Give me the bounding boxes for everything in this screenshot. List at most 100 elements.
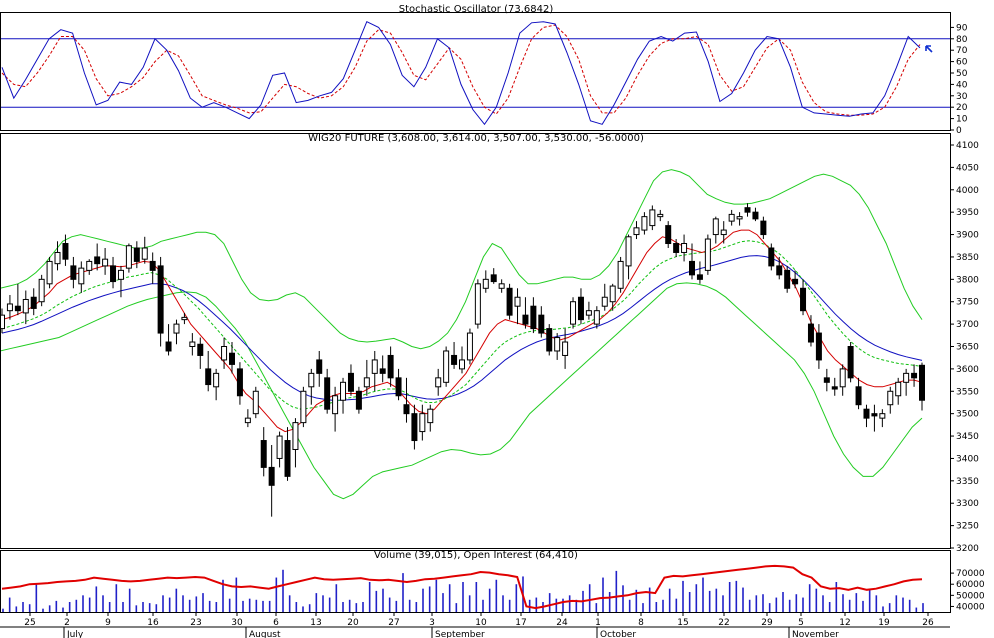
candle xyxy=(689,243,695,280)
pane-frame-1 xyxy=(0,133,951,549)
price-ytick-label: 3900 xyxy=(956,231,979,241)
candle xyxy=(633,221,640,240)
candle-body xyxy=(665,225,672,245)
candle-body xyxy=(522,314,529,325)
candle-body xyxy=(776,265,783,276)
candle xyxy=(919,362,925,411)
candle xyxy=(601,283,608,311)
candle-body xyxy=(823,377,830,383)
candle xyxy=(355,386,362,414)
candle xyxy=(117,265,124,298)
candle xyxy=(173,319,180,345)
candle-body xyxy=(395,377,402,397)
candle-body xyxy=(673,243,680,253)
candle-body xyxy=(601,296,608,307)
candle-body xyxy=(839,368,846,388)
candle xyxy=(252,386,259,419)
candle xyxy=(205,350,212,392)
candle-body xyxy=(197,343,204,356)
stoch-ytick-label: 0 xyxy=(956,126,962,136)
candle xyxy=(371,350,378,392)
candle xyxy=(871,404,878,432)
candle xyxy=(855,377,862,410)
candle-body xyxy=(506,287,513,316)
stochastic-title: Stochastic Oscillator (73.6842) xyxy=(399,4,554,15)
stoch-d-line xyxy=(1,24,921,116)
price-ytick-label: 3350 xyxy=(956,477,979,487)
stoch-ytick-label: 90 xyxy=(956,23,968,33)
candle xyxy=(451,342,458,369)
date-tick-label: 10 xyxy=(475,618,487,628)
candle xyxy=(347,364,354,396)
candle-body xyxy=(443,350,450,383)
candle-body xyxy=(871,413,878,417)
stoch-k-line xyxy=(1,21,921,126)
candle-body xyxy=(633,227,640,236)
candle xyxy=(14,283,21,316)
candle-body xyxy=(332,395,339,415)
candle-body xyxy=(784,269,791,289)
candle xyxy=(657,209,664,222)
candle-body xyxy=(54,251,61,265)
candle xyxy=(514,288,521,325)
candle xyxy=(213,368,220,401)
candle-body xyxy=(213,372,220,388)
candle-body xyxy=(625,236,632,267)
candle-body xyxy=(355,390,362,410)
date-tick-label: 25 xyxy=(24,618,35,628)
candle-body xyxy=(459,359,465,370)
candle xyxy=(482,270,489,293)
candle-body xyxy=(752,211,759,220)
pane-frame-2 xyxy=(0,550,951,613)
volume-ytick-label: 60000 xyxy=(956,580,985,590)
candle-body xyxy=(22,298,29,314)
candle xyxy=(387,346,394,387)
price-ytick-label: 3300 xyxy=(956,499,979,509)
date-tick-label: 1 xyxy=(595,618,601,628)
candle-body xyxy=(427,408,434,424)
bollinger-upper-line xyxy=(0,169,923,350)
candle xyxy=(593,306,600,329)
candle-body xyxy=(340,381,347,401)
candle-body xyxy=(562,341,569,356)
candle xyxy=(229,342,235,374)
candle-body xyxy=(102,258,109,267)
candle-body xyxy=(720,229,727,236)
candle-body xyxy=(815,332,822,361)
price-title: WIG20 FUTURE (3,608.00, 3,614.00, 3,507.… xyxy=(308,133,644,144)
candle xyxy=(784,265,791,293)
candle xyxy=(395,368,402,401)
candle xyxy=(260,427,267,477)
candle xyxy=(435,368,442,396)
candle xyxy=(609,283,616,311)
candle-body xyxy=(657,213,664,218)
candle-body xyxy=(585,310,592,316)
candle-body xyxy=(435,377,442,388)
candle-body xyxy=(736,216,743,220)
volume-ytick-label: 50000 xyxy=(956,591,985,601)
candle-body xyxy=(538,314,545,334)
pane-frame-0 xyxy=(0,12,951,131)
candle-body xyxy=(260,440,267,468)
candle-body xyxy=(704,238,711,271)
candle-body xyxy=(807,323,814,343)
candle xyxy=(427,404,434,432)
date-tick-label: 30 xyxy=(231,618,243,628)
candle xyxy=(54,241,61,271)
candle-body xyxy=(800,287,807,312)
date-tick-label: 5 xyxy=(798,618,804,628)
candle xyxy=(22,290,29,325)
candle-body xyxy=(133,247,140,262)
candle-body xyxy=(14,305,21,312)
date-tick-label: 16 xyxy=(147,618,159,628)
candle-body xyxy=(221,346,228,361)
month-label: September xyxy=(435,630,485,638)
candle xyxy=(649,205,656,231)
candle xyxy=(577,288,584,325)
candle xyxy=(86,259,93,275)
price-ytick-label: 3400 xyxy=(956,454,979,464)
price-ytick-label: 3650 xyxy=(956,343,979,353)
candle xyxy=(490,268,497,284)
date-tick-label: 24 xyxy=(556,618,568,628)
candle xyxy=(522,297,529,329)
